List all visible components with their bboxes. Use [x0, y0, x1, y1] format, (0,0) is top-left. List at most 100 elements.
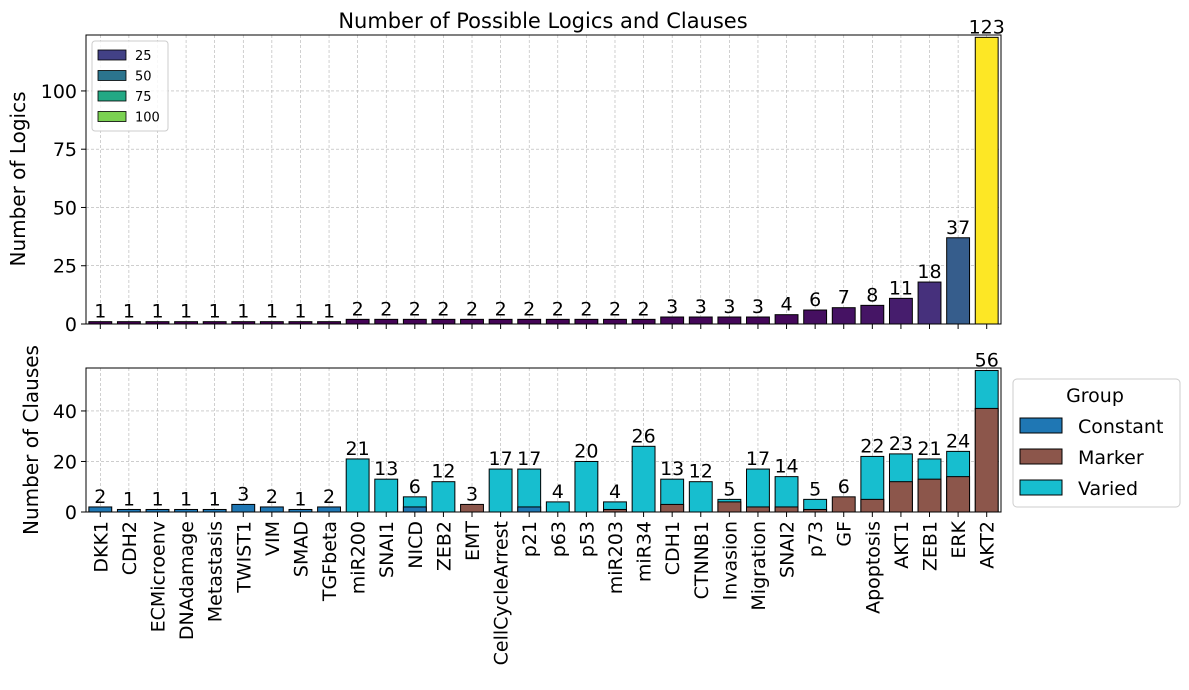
- clauses-value-label: 12: [431, 461, 455, 483]
- x-tick-label-mi-r34: miR34: [634, 521, 656, 582]
- clauses-bar-marker-cdh1: [660, 503, 685, 513]
- clauses-value-label: 5: [809, 478, 821, 500]
- logics-value-label: 6: [809, 289, 821, 311]
- clauses-y-ticks: 0 20 40: [53, 401, 86, 524]
- clauses-value-label: 1: [294, 488, 306, 510]
- logics-value-label: 8: [866, 284, 878, 306]
- clauses-value-label: 6: [838, 476, 850, 498]
- clauses-value-label: 1: [151, 488, 163, 510]
- clauses-value-label: 4: [552, 481, 564, 503]
- logics-value-label: 1: [94, 301, 106, 323]
- x-tick-label-akt1: AKT1: [891, 521, 913, 569]
- clauses-bars: [88, 370, 999, 513]
- logics-value-label: 1: [294, 301, 306, 323]
- logics-value-label: 1: [266, 301, 278, 323]
- logics-legend-label: 75: [135, 90, 152, 105]
- x-tick-label-tgfbeta: TGFbeta: [319, 521, 341, 602]
- logics-bar-akt2: [974, 36, 999, 325]
- logics-value-label: 2: [409, 298, 421, 320]
- logics-value-label: 1: [180, 301, 192, 323]
- logics-value-label: 11: [889, 277, 913, 299]
- logics-bar-invasion: [717, 316, 742, 325]
- logics-legend-swatch: [97, 90, 127, 102]
- x-tick-label-dnadamage: DNAdamage: [176, 521, 198, 640]
- clauses-value-label: 21: [346, 438, 370, 460]
- clauses-value-label: 17: [517, 448, 541, 470]
- logics-value-label: 37: [946, 217, 970, 239]
- clauses-bar-varied-p63: [545, 501, 570, 513]
- x-tick-label-p21: p21: [519, 521, 541, 557]
- logics-bar-akt1: [888, 297, 913, 325]
- logics-value-label: 123: [969, 16, 1005, 38]
- clauses-y-axis-label: Number of Clauses: [19, 345, 43, 535]
- x-tick-label-mi-r200: miR200: [348, 521, 370, 594]
- logics-legend: 25 50 75 100: [91, 40, 169, 132]
- clauses-value-label: 13: [374, 458, 398, 480]
- logics-bar-migration: [746, 316, 770, 325]
- logics-legend-swatch: [97, 111, 127, 122]
- x-tick-label-p53: p53: [576, 521, 598, 557]
- clauses-bar-varied-cell-cycle-arrest: [488, 468, 513, 513]
- logics-legend-label: 100: [135, 111, 160, 126]
- clauses-bar-marker-akt2: [974, 407, 999, 513]
- clauses-value-label: 2: [323, 486, 335, 508]
- logics-value-label: 1: [151, 301, 163, 323]
- clauses-value-label: 5: [723, 478, 735, 500]
- logics-bar-snai2: [774, 314, 799, 325]
- clauses-value-label: 1: [123, 488, 135, 510]
- x-tick-label-cell-cycle-arrest: CellCycleArrest: [491, 521, 513, 665]
- clauses-bar-varied-mi-r34: [631, 445, 656, 513]
- clauses-axes-frame: [85, 367, 1002, 513]
- logics-value-label: 1: [209, 301, 221, 323]
- clauses-bar-marker-snai2: [774, 506, 799, 513]
- logics-bar-gf: [831, 307, 856, 325]
- logics-value-label: 2: [495, 298, 507, 320]
- logics-legend-label: 25: [135, 49, 152, 64]
- x-tick-label-dkk1: DKK1: [90, 521, 112, 573]
- logics-y-ticks: 0 25 50 75 100: [41, 81, 86, 336]
- logics-value-label: 2: [580, 298, 592, 320]
- logics-value-label: 1: [323, 301, 335, 323]
- clauses-bar-marker-emt: [460, 503, 484, 513]
- clauses-value-label: 14: [774, 456, 798, 478]
- x-tick-label-nicd: NICD: [405, 521, 427, 569]
- logics-value-label: 7: [838, 287, 850, 309]
- x-tick-label-zeb2: ZEB2: [433, 521, 455, 571]
- clauses-value-label: 56: [975, 350, 999, 372]
- clauses-bar-marker-invasion: [717, 501, 742, 513]
- logics-legend-label: 50: [135, 70, 152, 85]
- logics-value-label: 3: [695, 296, 707, 318]
- logics-bar-p73: [803, 309, 828, 325]
- clauses-value-label: 13: [660, 458, 684, 480]
- clauses-value-label: 3: [237, 483, 249, 505]
- logics-value-label: 18: [917, 261, 941, 283]
- logics-axes-frame: [85, 34, 1002, 325]
- clauses-bar-varied-p21: [517, 468, 542, 513]
- logics-y-tick-label: 75: [53, 139, 77, 161]
- logics-value-label: 2: [552, 298, 564, 320]
- clauses-value-label: 2: [94, 486, 106, 508]
- logics-legend-swatch: [97, 49, 127, 61]
- x-tick-label-cdh2: CDH2: [119, 521, 141, 575]
- x-tick-label-zeb1: ZEB1: [920, 521, 942, 571]
- clauses-value-label: 24: [946, 430, 970, 452]
- x-tick-label-p63: p63: [548, 521, 570, 557]
- chart-title: Number of Possible Logics and Clauses: [338, 9, 747, 33]
- group-legend-label-marker: Marker: [1078, 447, 1144, 469]
- clauses-value-label: 23: [889, 433, 913, 455]
- group-legend: Group Constant Marker Varied: [1012, 378, 1181, 508]
- x-tick-label-invasion: Invasion: [719, 521, 741, 600]
- clauses-value-label: 4: [609, 481, 621, 503]
- logics-value-label: 2: [638, 298, 650, 320]
- clauses-bar-varied-zeb2: [431, 481, 456, 513]
- clauses-value-label: 1: [209, 488, 221, 510]
- clauses-value-label: 22: [860, 435, 884, 457]
- clauses-bar-marker-migration: [746, 506, 770, 513]
- clauses-bar-marker-erk: [946, 476, 971, 513]
- x-tick-label-snai2: SNAI2: [777, 521, 799, 578]
- logics-bar-ctnnb1: [688, 316, 713, 325]
- x-tick-label-cdh1: CDH1: [662, 521, 684, 575]
- group-legend-swatch-marker: [1019, 448, 1063, 465]
